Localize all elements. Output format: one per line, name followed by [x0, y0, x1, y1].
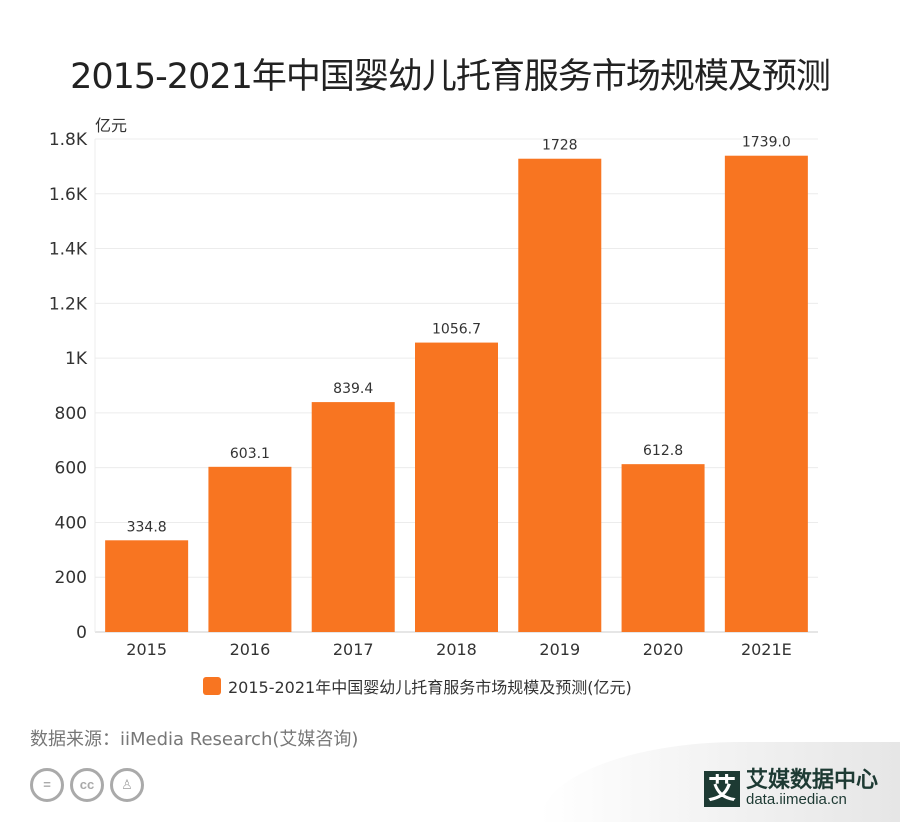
- equals-icon: =: [30, 768, 64, 802]
- y-axis-label: 亿元: [95, 116, 127, 135]
- logo-name: 艾媒数据中心: [745, 768, 878, 793]
- data-label: 1056.7: [432, 322, 481, 338]
- logo-mark: 艾: [703, 771, 740, 807]
- data-label: 603.1: [230, 446, 270, 462]
- bar: [415, 342, 498, 632]
- y-tick-label: 1.8K: [49, 130, 88, 150]
- x-tick-label: 2017: [333, 640, 374, 659]
- iimedia-logo: 艾 艾媒数据中心 data.iimedia.cn: [703, 768, 878, 808]
- bar: [621, 464, 705, 632]
- x-tick-label: 2015: [126, 640, 167, 659]
- legend-swatch: [203, 677, 221, 695]
- legend-label: 2015-2021年中国婴幼儿托育服务市场规模及预测(亿元): [228, 678, 632, 697]
- cc-icon: cc: [70, 768, 104, 802]
- bar: [208, 466, 292, 632]
- y-tick-label: 1.2K: [49, 294, 88, 314]
- data-source: 数据来源：iiMedia Research(艾媒咨询): [30, 729, 359, 750]
- y-tick-label: 200: [55, 568, 87, 588]
- y-tick-label: 1K: [65, 349, 88, 369]
- bar: [518, 158, 602, 632]
- logo-url: data.iimedia.cn: [745, 791, 847, 808]
- chart-title: 2015-2021年中国婴幼儿托育服务市场规模及预测: [70, 57, 831, 97]
- bar: [311, 402, 395, 632]
- data-label: 612.8: [643, 443, 683, 459]
- data-label: 1728: [542, 138, 578, 154]
- y-tick-label: 1.6K: [49, 185, 88, 205]
- y-tick-label: 600: [55, 459, 87, 479]
- bar: [724, 155, 808, 633]
- data-label: 839.4: [333, 381, 373, 397]
- y-tick-label: 800: [55, 404, 87, 424]
- y-tick-label: 0: [76, 623, 87, 643]
- x-tick-label: 2018: [436, 640, 477, 659]
- data-label: 334.8: [127, 519, 167, 535]
- x-tick-label: 2019: [539, 640, 580, 659]
- person-icon: ♙: [110, 768, 144, 802]
- bar: [105, 540, 189, 632]
- y-tick-label: 400: [55, 513, 87, 533]
- y-tick-label: 1.4K: [49, 240, 88, 260]
- x-tick-label: 2021E: [741, 640, 792, 659]
- x-tick-label: 2016: [230, 640, 271, 659]
- x-tick-label: 2020: [643, 640, 684, 659]
- data-label: 1739.0: [742, 135, 791, 151]
- bar-chart: 亿元 0 200 400 600 800 1K 1.2K 1.4K 1.6K 1.8K 334.8 20…: [49, 116, 818, 697]
